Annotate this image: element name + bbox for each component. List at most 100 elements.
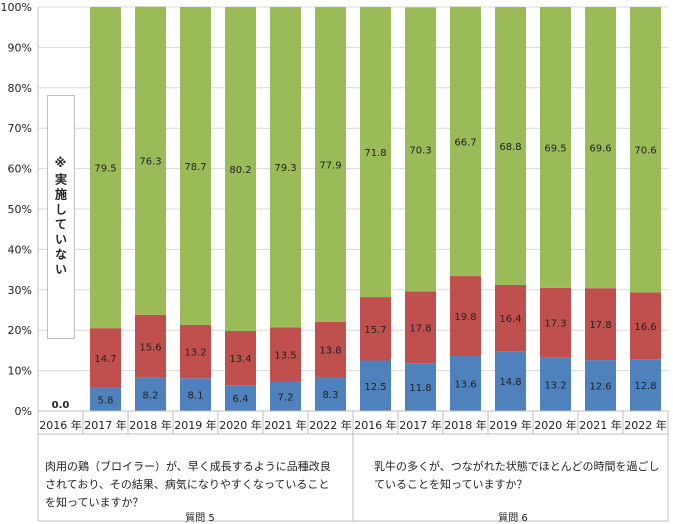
bar-segment — [630, 292, 661, 360]
data-label: 69.5 — [544, 143, 566, 154]
x-tick-label: 2021 年 — [264, 418, 307, 432]
bar-segment — [315, 377, 346, 411]
data-label: 70.6 — [634, 146, 656, 157]
bar-segment — [225, 7, 256, 332]
data-label: 13.6 — [454, 380, 476, 391]
bar-segment — [270, 327, 301, 382]
x-tick-label: 2017 年 — [84, 418, 127, 432]
x-tick-label: 2022 年 — [309, 418, 352, 432]
bar-segment — [135, 377, 166, 411]
data-label: 15.6 — [139, 342, 161, 353]
data-label: 16.6 — [634, 322, 656, 333]
data-label: 17.8 — [409, 323, 431, 334]
bar-segment — [135, 6, 166, 315]
data-label: 76.3 — [139, 157, 161, 168]
bar-segment — [180, 324, 211, 379]
y-tick-label: 80% — [8, 82, 32, 95]
data-label: 68.8 — [499, 142, 521, 153]
bar-segment — [90, 387, 121, 411]
x-tick-label: 2022 年 — [624, 418, 667, 432]
bar-segment — [495, 7, 526, 285]
bar-segment — [225, 385, 256, 411]
question-6-label: 質問 6 — [498, 513, 528, 524]
bar-segment — [405, 7, 436, 292]
data-label: 69.6 — [589, 144, 611, 155]
data-label: 14.7 — [94, 354, 116, 365]
data-label: 13.8 — [319, 346, 341, 357]
bar-segment — [585, 7, 616, 289]
y-tick-label: 100% — [1, 1, 32, 14]
x-tick-label: 2021 年 — [579, 418, 622, 432]
bar-segment — [630, 7, 661, 293]
x-tick-label: 2016 年 — [354, 418, 397, 432]
x-tick-label: 2017 年 — [399, 418, 442, 432]
data-label: 79.5 — [94, 164, 116, 175]
x-tick-label: 2019 年 — [174, 418, 217, 432]
bar-segment — [540, 7, 571, 288]
data-label: 0.0 — [52, 400, 70, 411]
bar-segment — [270, 381, 301, 411]
bar-segment — [270, 7, 301, 328]
data-label: 13.2 — [184, 348, 206, 359]
bar-segment — [360, 297, 391, 361]
x-tick-label: 2018 年 — [444, 418, 487, 432]
data-label: 12.6 — [589, 382, 611, 393]
data-label: 66.7 — [454, 137, 476, 148]
bar-segment — [450, 276, 481, 357]
bar-segment — [315, 7, 346, 322]
bar-segment — [360, 7, 391, 298]
bar-segment — [180, 7, 211, 325]
data-label: 17.8 — [589, 320, 611, 331]
bar-segment — [585, 288, 616, 361]
question-5-label: 質問 5 — [185, 513, 215, 524]
y-tick-label: 50% — [8, 203, 32, 216]
y-tick-label: 10% — [8, 365, 32, 378]
bar-segment — [90, 328, 121, 388]
data-label: 17.3 — [544, 319, 566, 330]
bar-segment — [315, 321, 346, 378]
data-label: 77.9 — [319, 160, 341, 171]
x-tick-label: 2016 年 — [39, 418, 82, 432]
y-tick-label: 90% — [8, 41, 32, 54]
x-tick-label: 2018 年 — [129, 418, 172, 432]
bar-segment — [450, 356, 481, 411]
data-label: 78.7 — [184, 162, 206, 173]
data-label: 8.3 — [323, 390, 339, 401]
data-label: 15.7 — [364, 325, 386, 336]
bar-segment — [360, 360, 391, 411]
data-label: 12.8 — [634, 381, 656, 392]
bar-segment — [90, 7, 121, 329]
data-label: 8.1 — [188, 391, 204, 402]
bar-segment — [405, 363, 436, 411]
data-label: 7.2 — [278, 392, 294, 403]
bar-segment — [405, 291, 436, 364]
bar-segment — [585, 360, 616, 411]
bar-segment — [450, 6, 481, 277]
data-label: 13.2 — [544, 380, 566, 391]
data-label: 11.8 — [409, 383, 431, 394]
y-tick-label: 70% — [8, 122, 32, 135]
bar-segment — [630, 359, 661, 411]
not-conducted-note: ※実施していない — [47, 95, 75, 339]
bar-segment — [495, 351, 526, 411]
y-tick-label: 60% — [8, 163, 32, 176]
bar-segment — [540, 357, 571, 411]
data-label: 6.4 — [233, 394, 249, 405]
data-label: 8.2 — [143, 390, 159, 401]
x-tick-label: 2019 年 — [489, 418, 532, 432]
bar-segment — [495, 284, 526, 352]
y-tick-label: 20% — [8, 324, 32, 337]
y-tick-label: 30% — [8, 284, 32, 297]
data-label: 70.3 — [409, 145, 431, 156]
question-5-text: 肉用の鶏（ブロイラー）が、早く成長するように品種改良 されており、その結果、病気… — [45, 460, 331, 509]
data-label: 16.4 — [499, 314, 521, 325]
y-tick-label: 0% — [15, 405, 32, 418]
data-label: 71.8 — [364, 148, 386, 159]
data-label: 13.4 — [229, 354, 251, 365]
data-label: 5.8 — [98, 395, 114, 406]
x-tick-label: 2020 年 — [534, 418, 577, 432]
data-label: 14.8 — [499, 377, 521, 388]
data-label: 80.2 — [229, 165, 251, 176]
data-label: 19.8 — [454, 312, 476, 323]
bar-segment — [135, 314, 166, 378]
